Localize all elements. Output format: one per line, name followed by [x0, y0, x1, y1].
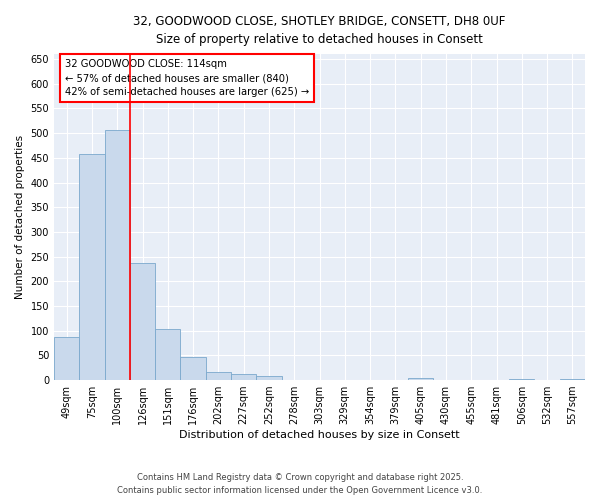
Title: 32, GOODWOOD CLOSE, SHOTLEY BRIDGE, CONSETT, DH8 0UF
Size of property relative t: 32, GOODWOOD CLOSE, SHOTLEY BRIDGE, CONS…: [133, 15, 506, 46]
Y-axis label: Number of detached properties: Number of detached properties: [15, 135, 25, 299]
Bar: [79, 154, 104, 380]
Bar: [560, 378, 585, 380]
Bar: [408, 378, 433, 380]
Bar: [104, 130, 130, 380]
Bar: [155, 328, 181, 380]
Text: 32 GOODWOOD CLOSE: 114sqm
← 57% of detached houses are smaller (840)
42% of semi: 32 GOODWOOD CLOSE: 114sqm ← 57% of detac…: [65, 59, 309, 97]
Bar: [181, 357, 206, 380]
Bar: [256, 376, 281, 380]
Bar: [509, 379, 535, 380]
Text: Contains HM Land Registry data © Crown copyright and database right 2025.
Contai: Contains HM Land Registry data © Crown c…: [118, 474, 482, 495]
Bar: [231, 374, 256, 380]
Bar: [206, 372, 231, 380]
Bar: [130, 262, 155, 380]
Bar: [54, 336, 79, 380]
X-axis label: Distribution of detached houses by size in Consett: Distribution of detached houses by size …: [179, 430, 460, 440]
